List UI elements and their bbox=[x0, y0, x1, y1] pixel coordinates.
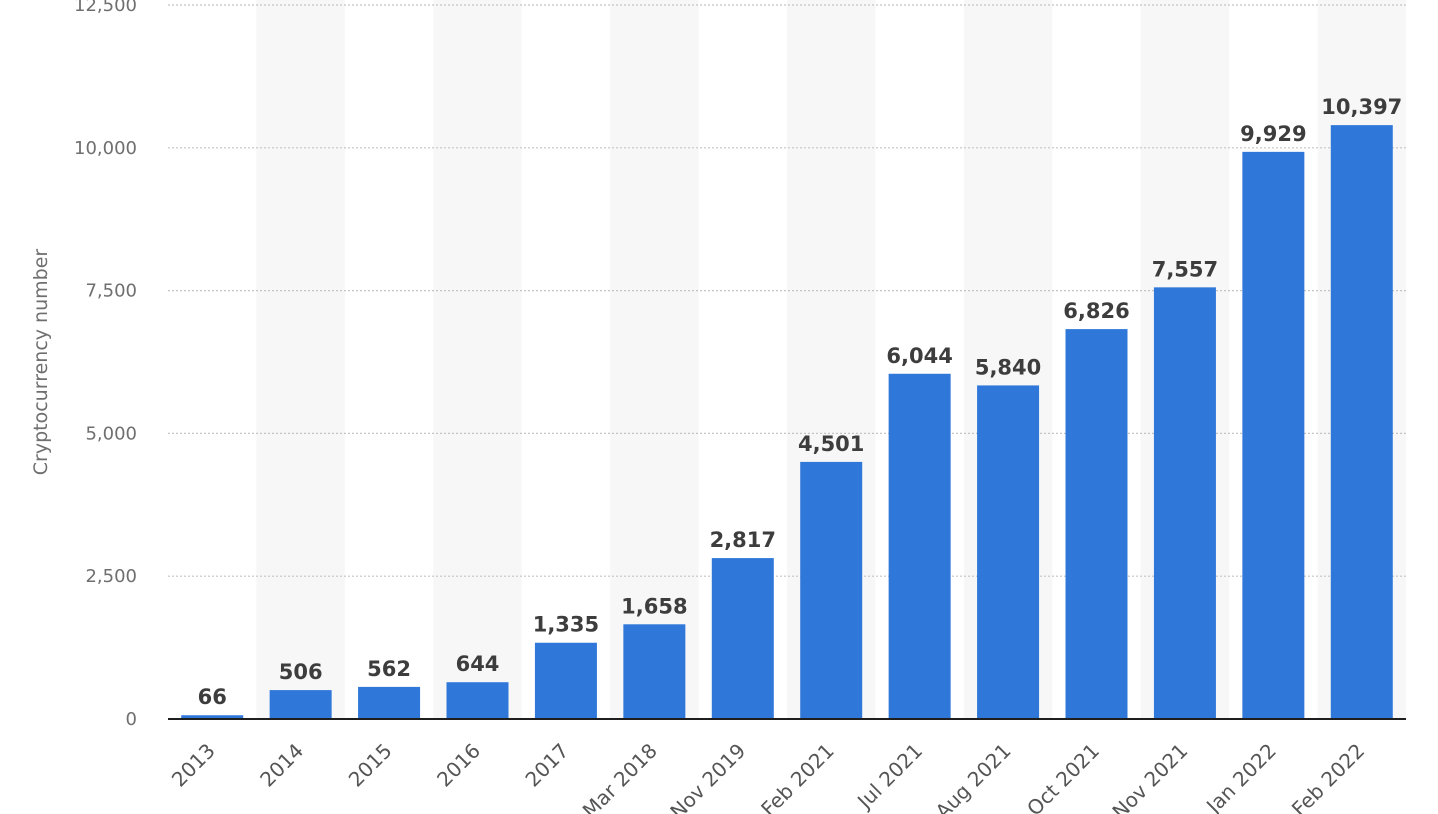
data-label: 644 bbox=[456, 652, 500, 676]
x-tick-label: Jul 2021 bbox=[851, 739, 927, 814]
x-tick-label: Feb 2021 bbox=[756, 739, 838, 814]
x-tick-label: 2014 bbox=[255, 739, 308, 792]
x-tick-label: Aug 2021 bbox=[931, 739, 1016, 814]
y-tick-label: 2,500 bbox=[85, 566, 137, 587]
y-axis-label: Cryptocurrency number bbox=[30, 249, 52, 476]
y-tick-label: 10,000 bbox=[74, 138, 137, 159]
bar bbox=[1330, 125, 1393, 720]
data-label: 66 bbox=[198, 685, 227, 709]
data-label: 9,929 bbox=[1240, 122, 1306, 146]
bar bbox=[358, 686, 421, 719]
data-label: 10,397 bbox=[1321, 95, 1402, 119]
data-label: 1,335 bbox=[533, 613, 599, 637]
background-band bbox=[433, 0, 522, 719]
x-tick-label: 2013 bbox=[167, 739, 220, 792]
bar bbox=[888, 373, 951, 719]
y-axis-ticks: 0 2,500 5,000 7,500 10,000 12,500 bbox=[74, 0, 137, 730]
bar bbox=[1153, 287, 1216, 719]
bar bbox=[269, 690, 332, 719]
data-label: 6,826 bbox=[1063, 299, 1129, 323]
x-tick-label: Nov 2019 bbox=[665, 739, 750, 814]
bar bbox=[181, 715, 244, 719]
x-tick-label: Oct 2021 bbox=[1022, 739, 1104, 814]
y-tick-label: 7,500 bbox=[85, 281, 137, 302]
data-label: 7,557 bbox=[1152, 257, 1218, 281]
background-band bbox=[610, 0, 699, 719]
data-label: 4,501 bbox=[798, 432, 864, 456]
data-label: 562 bbox=[367, 657, 411, 681]
bar bbox=[977, 385, 1040, 719]
bar bbox=[534, 642, 597, 719]
x-tick-label: Nov 2021 bbox=[1107, 739, 1192, 814]
bar bbox=[1242, 151, 1305, 719]
x-tick-label: 2016 bbox=[432, 739, 485, 792]
bar bbox=[446, 682, 509, 719]
bar bbox=[800, 461, 863, 719]
y-tick-label: 5,000 bbox=[85, 423, 137, 444]
bar bbox=[623, 624, 686, 719]
bars bbox=[181, 125, 1393, 720]
x-tick-label: Feb 2022 bbox=[1287, 739, 1369, 814]
y-tick-label: 12,500 bbox=[74, 0, 137, 16]
data-label: 1,658 bbox=[621, 594, 687, 618]
x-tick-label: 2015 bbox=[344, 739, 397, 792]
x-tick-label: Jan 2022 bbox=[1200, 739, 1281, 814]
x-tick-label: Mar 2018 bbox=[578, 739, 662, 814]
x-axis-ticks: 2013 2014 2015 2016 2017 Mar 2018 Nov 2019 Feb … bbox=[167, 739, 1370, 814]
data-labels: 66 506 562 644 1,335 1,658 2,817 4,501 6,044 5,84… bbox=[198, 95, 1403, 709]
data-label: 2,817 bbox=[710, 528, 776, 552]
bar bbox=[711, 558, 774, 719]
bar bbox=[1065, 329, 1128, 719]
data-label: 6,044 bbox=[886, 344, 952, 368]
x-tick-label: 2017 bbox=[520, 739, 573, 792]
data-label: 506 bbox=[279, 660, 323, 684]
background-band bbox=[256, 0, 345, 719]
data-label: 5,840 bbox=[975, 355, 1041, 379]
y-tick-label: 0 bbox=[126, 709, 137, 730]
